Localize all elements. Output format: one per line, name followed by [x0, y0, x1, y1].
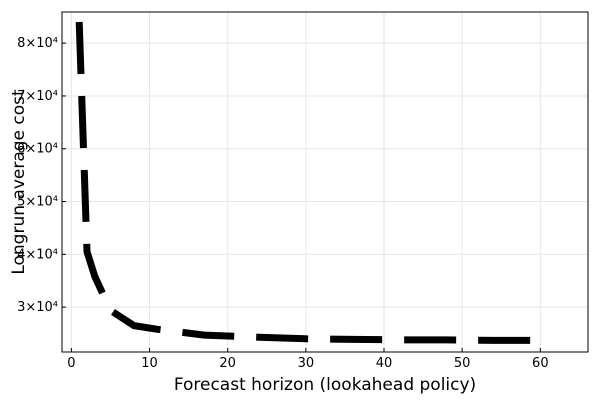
plot-frame: [61, 11, 589, 353]
y-tick-label: 3×10⁴: [17, 300, 58, 315]
x-tick-label: 30: [298, 356, 315, 371]
y-axis-label: Longrun average cost: [9, 89, 29, 275]
x-tick-label: 60: [532, 356, 549, 371]
data-line: [75, 21, 549, 344]
x-tick-label: 50: [454, 356, 471, 371]
x-tick-label: 0: [67, 356, 75, 371]
y-tick-label: 8×10⁴: [17, 36, 58, 51]
x-tick-label: 40: [376, 356, 393, 371]
x-tick-label: 20: [219, 356, 236, 371]
y-tick-label: 4×10⁴: [17, 247, 58, 262]
x-tick-label: 10: [141, 356, 158, 371]
x-axis-label: Forecast horizon (lookahead policy): [174, 375, 476, 395]
y-tick-label: 7×10⁴: [17, 89, 58, 104]
y-tick-label: 5×10⁴: [17, 195, 58, 210]
y-tick-label: 6×10⁴: [17, 142, 58, 157]
